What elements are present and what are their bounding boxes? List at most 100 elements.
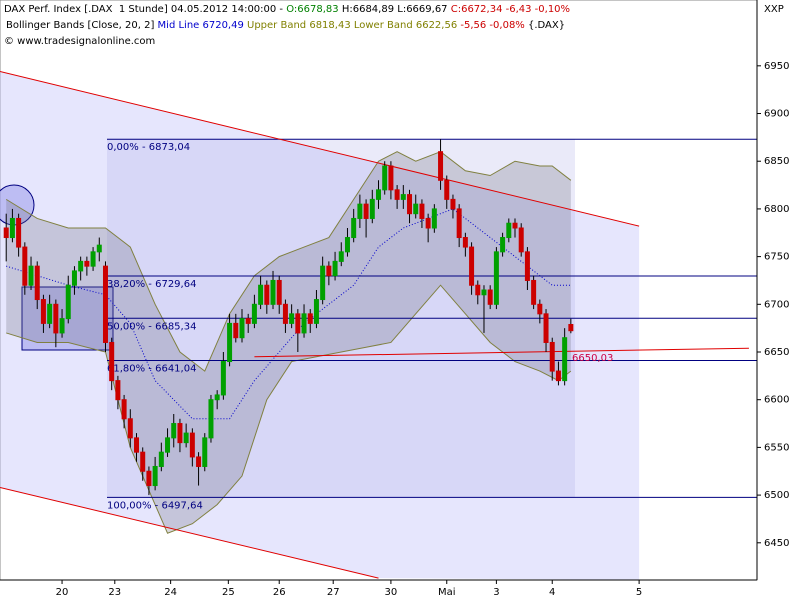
candle-body [214,394,220,401]
candle-body [239,318,245,339]
candle-body [53,303,59,334]
candle-body [251,303,257,324]
bollinger-fill [6,151,571,534]
candle-body [506,222,512,239]
x-tick-label: 23 [108,587,121,598]
candle-body [233,322,239,339]
y-tick-label: 6700 [764,299,789,310]
header-line: Bollinger Bands [Close, 20, 2] Mid Line … [6,18,570,34]
x-tick-label: 25 [222,587,235,598]
candle-body [34,265,40,301]
candle-body [189,432,195,458]
candle-body [313,299,319,324]
candle-body [394,189,400,200]
candle-body [438,151,444,181]
trendline [0,71,640,227]
corner-label: XXP [764,4,784,15]
candle-body [28,265,34,286]
y-tick-label: 6950 [764,61,789,72]
header-text: -5,56 -0,08% [460,20,528,31]
candle-body [84,260,90,267]
candle-body [500,237,506,253]
candle-body [456,208,462,239]
candle-body [270,279,276,305]
y-tick-label: 6600 [764,395,789,406]
fib-label: 50,00% - 6685,34 [107,321,196,332]
candle-body [90,251,96,267]
candle-body [537,303,543,315]
y-tick-label: 6800 [764,204,789,215]
candle-body [276,279,282,305]
candle-body [562,337,568,382]
header-text: {.DAX} [527,20,566,31]
candle-body [295,313,301,334]
y-tick-label: 6550 [764,442,789,453]
candle-body [121,399,127,420]
candle-body [152,465,158,487]
candle-body [413,203,419,215]
bollinger-upper [5,151,572,372]
candle-body [531,279,537,305]
candle-body [196,456,202,467]
candle-body [258,284,264,305]
candle-body [146,470,152,487]
x-tick-label: 3 [493,587,499,598]
candle-body [245,318,251,324]
candle-body [158,451,164,467]
candle-body [140,451,146,472]
header-text: DAX Perf. Index [.DAX 1 Stunde] 04.05.20… [4,4,287,15]
candle-body [115,380,121,401]
candle-body [78,260,84,272]
candle-body [568,324,574,332]
candle-body [400,194,406,200]
candle-body [109,341,115,382]
candle-body [419,203,425,219]
candle-body [171,423,177,439]
y-tick-label: 6650 [764,347,789,358]
candle-body [40,299,46,324]
candle-body [425,217,431,229]
candle-body [431,208,437,229]
candle-body [469,246,475,286]
candle-body [71,270,77,286]
x-tick-label: 30 [385,587,398,598]
x-tick-label: 5 [636,587,642,598]
candle-body [208,399,214,439]
candle-body [202,437,208,467]
candle-body [59,318,65,334]
candle-body [512,222,518,229]
header-text: Mid Line 6720,49 [157,20,248,31]
price-marker-label: 6650,03 [572,353,613,364]
candle-body [388,165,394,191]
header-text: © www.tradesignalonline.com [4,36,156,47]
candle-body [177,423,183,444]
candle-body [493,251,499,305]
candle-body [3,227,9,239]
candle-body [344,237,350,253]
candle-body [487,289,493,305]
trendline [254,347,749,358]
header-line: DAX Perf. Index [.DAX 1 Stunde] 04.05.20… [4,2,570,18]
candle-body [65,284,71,320]
x-tick-label: 20 [56,587,69,598]
fib-label: 61,80% - 6641,04 [107,364,196,375]
candle-body [549,341,555,372]
candle-body [220,361,226,396]
candle-body [543,313,549,343]
x-tick-label: 24 [164,587,177,598]
candle-body [47,303,53,324]
candle-body [444,179,450,200]
y-tick-label: 6900 [764,109,789,120]
candle-body [9,217,15,239]
candle-body [183,432,189,444]
candle-body [407,194,413,215]
bollinger-mid [6,208,571,420]
candle-body [475,284,481,296]
candle-body [382,165,388,191]
bollinger-lower [6,284,572,534]
x-tick-label: 27 [327,587,340,598]
y-tick-label: 6450 [764,538,789,549]
